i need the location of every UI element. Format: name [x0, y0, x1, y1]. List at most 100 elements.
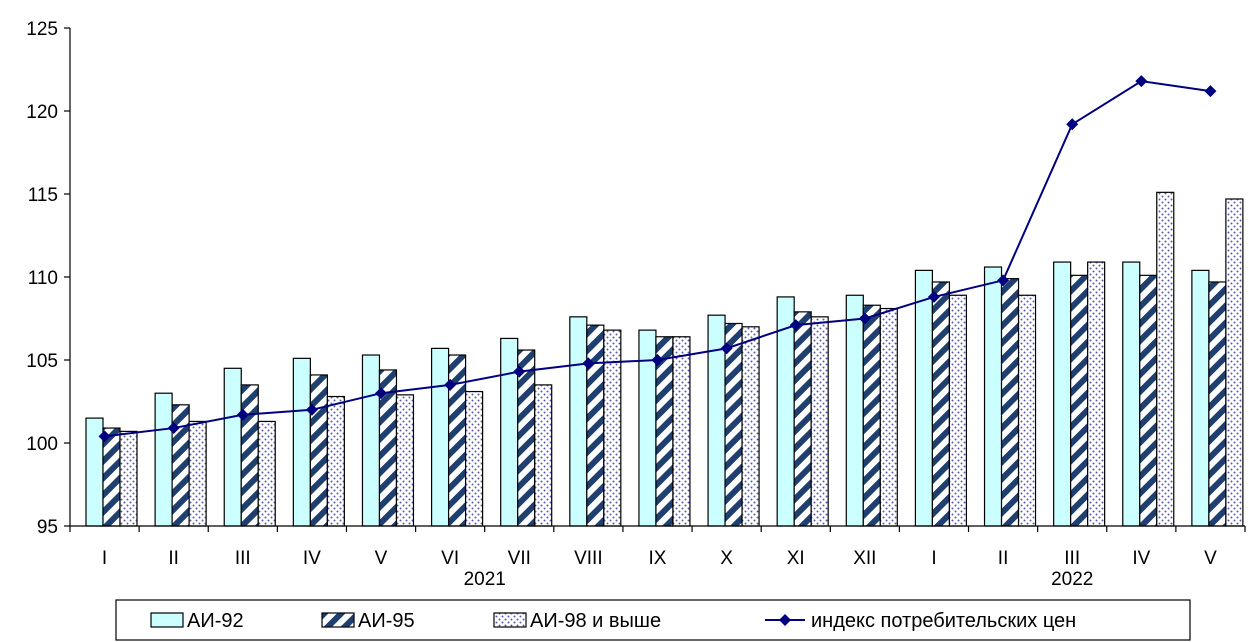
y-tick-label: 100	[26, 434, 58, 455]
bar-ai98	[741, 326, 760, 527]
bar-ai95	[1070, 274, 1089, 527]
bar-ai95	[655, 336, 674, 527]
y-tick-label: 115	[28, 185, 58, 206]
legend-label: АИ-92	[187, 610, 244, 632]
bar-ai98	[119, 430, 138, 527]
cpi-marker	[789, 319, 802, 332]
bar-ai98	[810, 316, 829, 527]
cpi-marker	[858, 312, 871, 325]
bar-ai95	[1208, 281, 1227, 527]
bar-ai92	[569, 316, 588, 527]
x-tick-label: II	[998, 548, 1009, 569]
bar-ai98	[257, 420, 276, 527]
x-tick-label: XII	[853, 548, 876, 569]
cpi-marker	[1135, 75, 1148, 88]
y-tick-label: 110	[28, 268, 58, 289]
x-tick-label: IV	[303, 548, 321, 569]
bar-ai92	[85, 417, 104, 527]
x-tick-label: XI	[787, 548, 805, 569]
bar-ai92	[361, 354, 381, 527]
legend-swatch-ai98	[493, 612, 527, 628]
bar-ai95	[724, 322, 743, 527]
bar-ai92	[430, 347, 450, 527]
y-tick-label: 125	[26, 19, 58, 40]
x-tick-label: VIII	[574, 548, 603, 569]
x-tick-label: III	[235, 548, 251, 569]
bar-ai92	[1053, 261, 1072, 527]
y-tick-label: 105	[26, 351, 58, 372]
x-tick-label: II	[168, 548, 179, 569]
x-tick-label: VII	[508, 548, 531, 569]
bar-ai95	[931, 281, 951, 527]
bar-ai92	[223, 367, 242, 527]
x-tick-label: V	[375, 548, 388, 569]
x-tick-label: VI	[441, 548, 459, 569]
bar-ai92	[1122, 261, 1141, 527]
bar-ai98	[1225, 198, 1244, 527]
bar-ai98	[1156, 191, 1175, 527]
bar-ai98	[948, 294, 968, 527]
bar-ai92	[500, 337, 519, 527]
x-tick-label: I	[931, 548, 936, 569]
cpi-marker	[927, 290, 940, 303]
legend-label: АИ-98 и выше	[530, 610, 661, 632]
x-tick-label: X	[720, 548, 733, 569]
bar-ai95	[102, 427, 121, 527]
bar-ai98	[188, 420, 207, 527]
legend-label: АИ-95	[358, 610, 415, 632]
bar-ai92	[154, 392, 173, 527]
bar-ai92	[845, 294, 864, 527]
legend-swatch-ai95	[321, 612, 355, 628]
bar-ai98	[326, 395, 345, 527]
x-tick-label: I	[102, 548, 107, 569]
bar-ai95	[862, 304, 881, 527]
bar-ai92	[292, 357, 311, 527]
cpi-marker	[305, 403, 318, 416]
cpi-marker	[1066, 118, 1079, 131]
cpi-marker	[582, 357, 595, 370]
bar-ai92	[914, 269, 934, 527]
cpi-marker	[651, 354, 664, 366]
plot-area	[85, 75, 1244, 527]
cpi-marker	[444, 378, 457, 391]
x-tick-label: V	[1204, 548, 1217, 569]
y-tick-label: 95	[37, 517, 58, 538]
legend: АИ-92 АИ-95 АИ-98 и выше индекс потребитель…	[115, 599, 1191, 641]
year-label: 2021	[464, 569, 506, 590]
cpi-marker	[375, 387, 388, 400]
cpi-marker	[513, 365, 526, 378]
bar-ai95	[1000, 278, 1020, 527]
cpi-marker	[167, 422, 180, 435]
bar-ai98	[464, 390, 484, 527]
bar-ai98	[672, 336, 691, 527]
bar-ai95	[586, 324, 605, 527]
bar-ai98	[1087, 261, 1106, 527]
bar-ai92	[1191, 269, 1210, 527]
bar-ai92	[983, 266, 1003, 527]
legend-marker-cpi	[779, 614, 791, 626]
bar-ai98	[534, 384, 553, 527]
x-tick-label: IV	[1132, 548, 1150, 569]
cpi-marker	[720, 342, 733, 355]
legend-swatch-ai92	[150, 612, 184, 628]
bar-ai95	[1139, 274, 1158, 527]
x-tick-label: IX	[649, 548, 667, 569]
legend-label: индекс потребительских цен	[811, 610, 1076, 632]
bar-ai95	[171, 404, 190, 527]
bar-ai98	[1017, 294, 1037, 527]
bar-ai95	[793, 311, 812, 527]
cpi-marker	[236, 408, 249, 421]
cpi-marker	[98, 430, 111, 443]
bar-ai98	[879, 307, 898, 527]
legend-box	[115, 599, 1191, 641]
bar-ai95	[240, 384, 259, 527]
x-tick-label: III	[1064, 548, 1080, 569]
cpi-marker	[1204, 85, 1217, 98]
bar-ai95	[309, 374, 328, 527]
bar-ai98	[395, 394, 415, 527]
bar-ai98	[603, 329, 622, 527]
year-label: 2022	[1051, 569, 1093, 590]
cpi-marker	[997, 274, 1010, 287]
